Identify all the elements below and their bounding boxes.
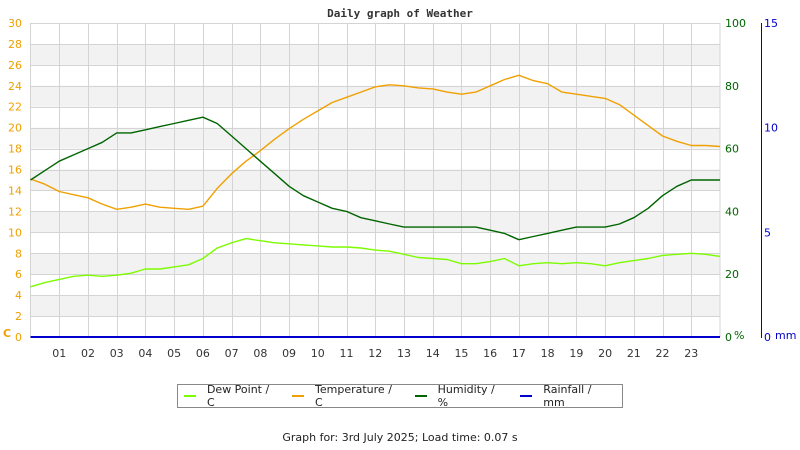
legend-label: Rainfall / mm [543,383,592,409]
svg-text:20: 20 [598,347,612,360]
svg-text:80: 80 [725,80,739,93]
svg-text:0: 0 [15,331,22,344]
svg-text:23: 23 [684,347,698,360]
svg-text:21: 21 [627,347,641,360]
humidityline [30,116,720,241]
series-lines [30,74,721,338]
svg-text:22: 22 [656,347,670,360]
svg-text:0: 0 [764,331,771,344]
dew-point-swatch-icon [184,395,196,397]
legend-item-rainfall: Rainfall / mm [520,383,616,409]
svg-text:11: 11 [340,347,354,360]
svg-text:8: 8 [15,247,22,260]
svg-text:20: 20 [8,122,22,135]
svg-text:14: 14 [426,347,440,360]
legend-item-humidity: Humidity / % [414,383,509,409]
svg-text:12: 12 [368,347,382,360]
svg-text:22: 22 [8,101,22,114]
rainfall-unit-label: mm [775,329,796,342]
svg-text:04: 04 [138,347,152,360]
rainfall-swatch-icon [520,395,533,397]
svg-text:14: 14 [8,184,22,197]
svg-text:6: 6 [15,268,22,281]
chart-legend: Dew Point / C Temperature / C Humidity /… [177,383,623,409]
svg-text:0: 0 [725,331,732,344]
legend-label: Humidity / % [437,383,495,409]
svg-text:30: 30 [8,17,22,30]
svg-text:02: 02 [81,347,95,360]
svg-text:10: 10 [311,347,325,360]
svg-text:16: 16 [8,164,22,177]
svg-text:40: 40 [725,205,739,218]
svg-text:09: 09 [282,347,296,360]
svg-text:26: 26 [8,59,22,72]
hour-axis-ticks: 01 02 03 04 05 06 07 08 09 10 11 12 13 14 15 16 17 18 19 20… [52,347,698,360]
svg-text:19: 19 [569,347,583,360]
humidity-swatch-icon [414,395,427,397]
svg-text:05: 05 [167,347,181,360]
svg-text:10: 10 [8,226,22,239]
svg-text:28: 28 [8,38,22,51]
svg-text:5: 5 [764,226,771,239]
graph-footer: Graph for: 3rd July 2025; Load time: 0.0… [282,431,518,444]
svg-text:4: 4 [15,289,22,302]
svg-text:18: 18 [8,143,22,156]
svg-text:60: 60 [725,143,739,156]
svg-text:20: 20 [725,268,739,281]
humidity-unit-label: % [734,329,744,342]
svg-text:17: 17 [512,347,526,360]
svg-text:10: 10 [764,122,778,135]
svg-text:2: 2 [15,310,22,323]
rainfall-axis-ticks: 5 10 15 0 [764,17,778,344]
svg-text:08: 08 [253,347,267,360]
svg-text:03: 03 [110,347,124,360]
svg-text:15: 15 [454,347,468,360]
svg-text:13: 13 [397,347,411,360]
temperature-unit-label: C [3,327,11,340]
svg-text:12: 12 [8,205,22,218]
legend-item-temperature: Temperature / C [292,383,403,409]
svg-text:24: 24 [8,80,22,93]
legend-label: Temperature / C [315,383,392,409]
legend-label: Dew Point / C [206,383,270,409]
dew-point-cline [30,237,721,288]
legend-item-dew-point: Dew Point / C [184,383,280,409]
temperature-cline [30,74,721,211]
svg-text:100: 100 [725,17,746,30]
svg-text:16: 16 [483,347,497,360]
svg-text:07: 07 [225,347,239,360]
humidity-axis-ticks: 20 40 60 80 100 0 [725,17,746,344]
svg-text:06: 06 [196,347,210,360]
svg-text:18: 18 [541,347,555,360]
svg-text:15: 15 [764,17,778,30]
chart-title: Daily graph of Weather [327,7,473,20]
temperature-swatch-icon [292,395,305,397]
svg-text:01: 01 [52,347,66,360]
